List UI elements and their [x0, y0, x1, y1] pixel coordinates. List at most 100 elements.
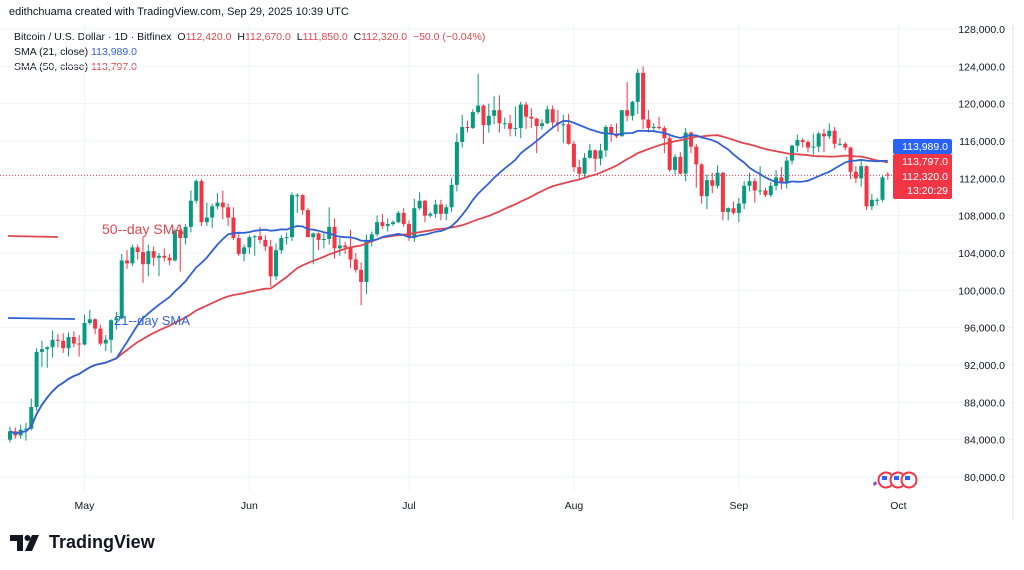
candle-body: [332, 226, 337, 249]
candle-body: [412, 208, 417, 238]
sma21-legend-row[interactable]: SMA (21, close) 113,989.0: [14, 45, 485, 60]
candle-body: [438, 204, 443, 214]
candle-body: [534, 118, 539, 127]
candle-body: [625, 110, 630, 116]
candle-body: [71, 337, 76, 344]
candle-body: [55, 339, 60, 341]
candle-body: [279, 238, 284, 251]
candle-body: [470, 112, 475, 128]
high-label: H: [237, 31, 245, 43]
candle-body: [172, 230, 177, 261]
candle-body: [587, 150, 592, 158]
candle-body: [667, 138, 672, 170]
candle-body: [646, 119, 651, 128]
candle-body: [45, 347, 50, 350]
candle-body: [300, 195, 305, 211]
candle-body: [683, 132, 688, 174]
chart-credit: edithchuama created with TradingView.com…: [9, 6, 349, 18]
flag-canton: [905, 476, 910, 480]
candle-body: [178, 230, 183, 239]
price-tags: 113,989.0 113,797.0 112,320.0 13:20:29: [893, 139, 952, 199]
time-axis[interactable]: May Jun Jul Aug Sep Oct: [75, 500, 907, 512]
candle-body: [454, 141, 459, 185]
flag-canton: [882, 476, 887, 480]
candle-body: [284, 237, 289, 239]
candle-body: [816, 133, 821, 147]
sma21-label: SMA (21, close): [14, 46, 89, 58]
candle-body: [795, 140, 800, 146]
candle-body: [77, 343, 82, 345]
candle-body: [486, 115, 491, 126]
candle-body: [305, 210, 310, 238]
candle-body: [252, 236, 257, 238]
candle-body: [678, 156, 683, 174]
sma50-value: 113,797.0: [91, 61, 137, 73]
candle-body: [385, 224, 390, 226]
candle-body: [162, 255, 167, 258]
candle-body: [747, 181, 752, 186]
candle-body: [29, 407, 34, 429]
candle-body: [880, 177, 885, 200]
candle-body: [779, 177, 784, 183]
candle-body: [125, 260, 130, 264]
candle-body: [119, 260, 124, 319]
candle-body: [316, 233, 321, 240]
candles: [8, 66, 890, 443]
candle-body: [391, 222, 396, 225]
annotation-sma21[interactable]: 21--day SMA: [7, 313, 190, 328]
low-value: 111,850.0: [302, 31, 348, 43]
candle-body: [188, 200, 193, 227]
chart-legend: Bitcoin / U.S. Dollar · 1D · Bitfinex O1…: [14, 30, 485, 75]
price-tick-label: 124,000.0: [958, 61, 1005, 73]
candle-body: [694, 146, 699, 165]
candle-body: [167, 257, 172, 261]
flag-canton: [894, 476, 899, 480]
candle-body: [806, 141, 810, 148]
candle-body: [704, 180, 709, 197]
candle-body: [593, 150, 598, 159]
candle-body: [109, 320, 114, 340]
candle-body: [673, 156, 677, 170]
candle-body: [417, 200, 422, 209]
candle-body: [736, 203, 741, 213]
price-tick-label: 92,000.0: [964, 360, 1005, 372]
candle-body: [449, 184, 454, 208]
candle-body: [465, 127, 470, 128]
candle-body: [853, 171, 858, 179]
candle-body: [688, 132, 693, 147]
candle-body: [784, 160, 789, 183]
candle-body: [321, 239, 326, 240]
sparkle-icon: [873, 481, 877, 486]
price-tick-label: 128,000.0: [958, 24, 1005, 36]
candle-body: [513, 127, 518, 129]
candle-body: [758, 190, 763, 192]
candle-body: [481, 105, 486, 126]
candle-body: [220, 202, 225, 208]
candle-body: [619, 110, 624, 137]
price-tick-label: 116,000.0: [959, 136, 1005, 148]
candle-body: [502, 123, 507, 125]
candle-body: [630, 101, 635, 116]
candle-body: [720, 172, 725, 212]
annotation-sma50[interactable]: 50--day SMA: [7, 221, 184, 238]
candle-body: [380, 222, 385, 226]
candle-body: [194, 181, 199, 201]
candle-body: [82, 323, 87, 345]
candle-body: [768, 185, 773, 196]
candle-body: [114, 318, 119, 321]
bar-countdown: 13:20:29: [907, 185, 948, 197]
tradingview-logo[interactable]: TradingView: [10, 532, 155, 553]
economic-events-icon[interactable]: [873, 471, 918, 489]
candle-body: [742, 185, 747, 204]
price-axis[interactable]: 80,000.0 84,000.0 88,000.0 92,000.0 96,000.0…: [958, 24, 1005, 484]
candle-body: [550, 109, 555, 123]
price-tick-label: 96,000.0: [964, 323, 1005, 335]
symbol-title[interactable]: Bitcoin / U.S. Dollar · 1D · Bitfinex: [14, 31, 172, 43]
candle-body: [23, 428, 28, 430]
candle-body: [571, 143, 576, 168]
sma50-legend-row[interactable]: SMA (50, close) 113,797.0: [14, 60, 485, 75]
candle-body: [236, 238, 241, 254]
candle-body: [561, 124, 566, 126]
close-label: C: [353, 31, 362, 43]
